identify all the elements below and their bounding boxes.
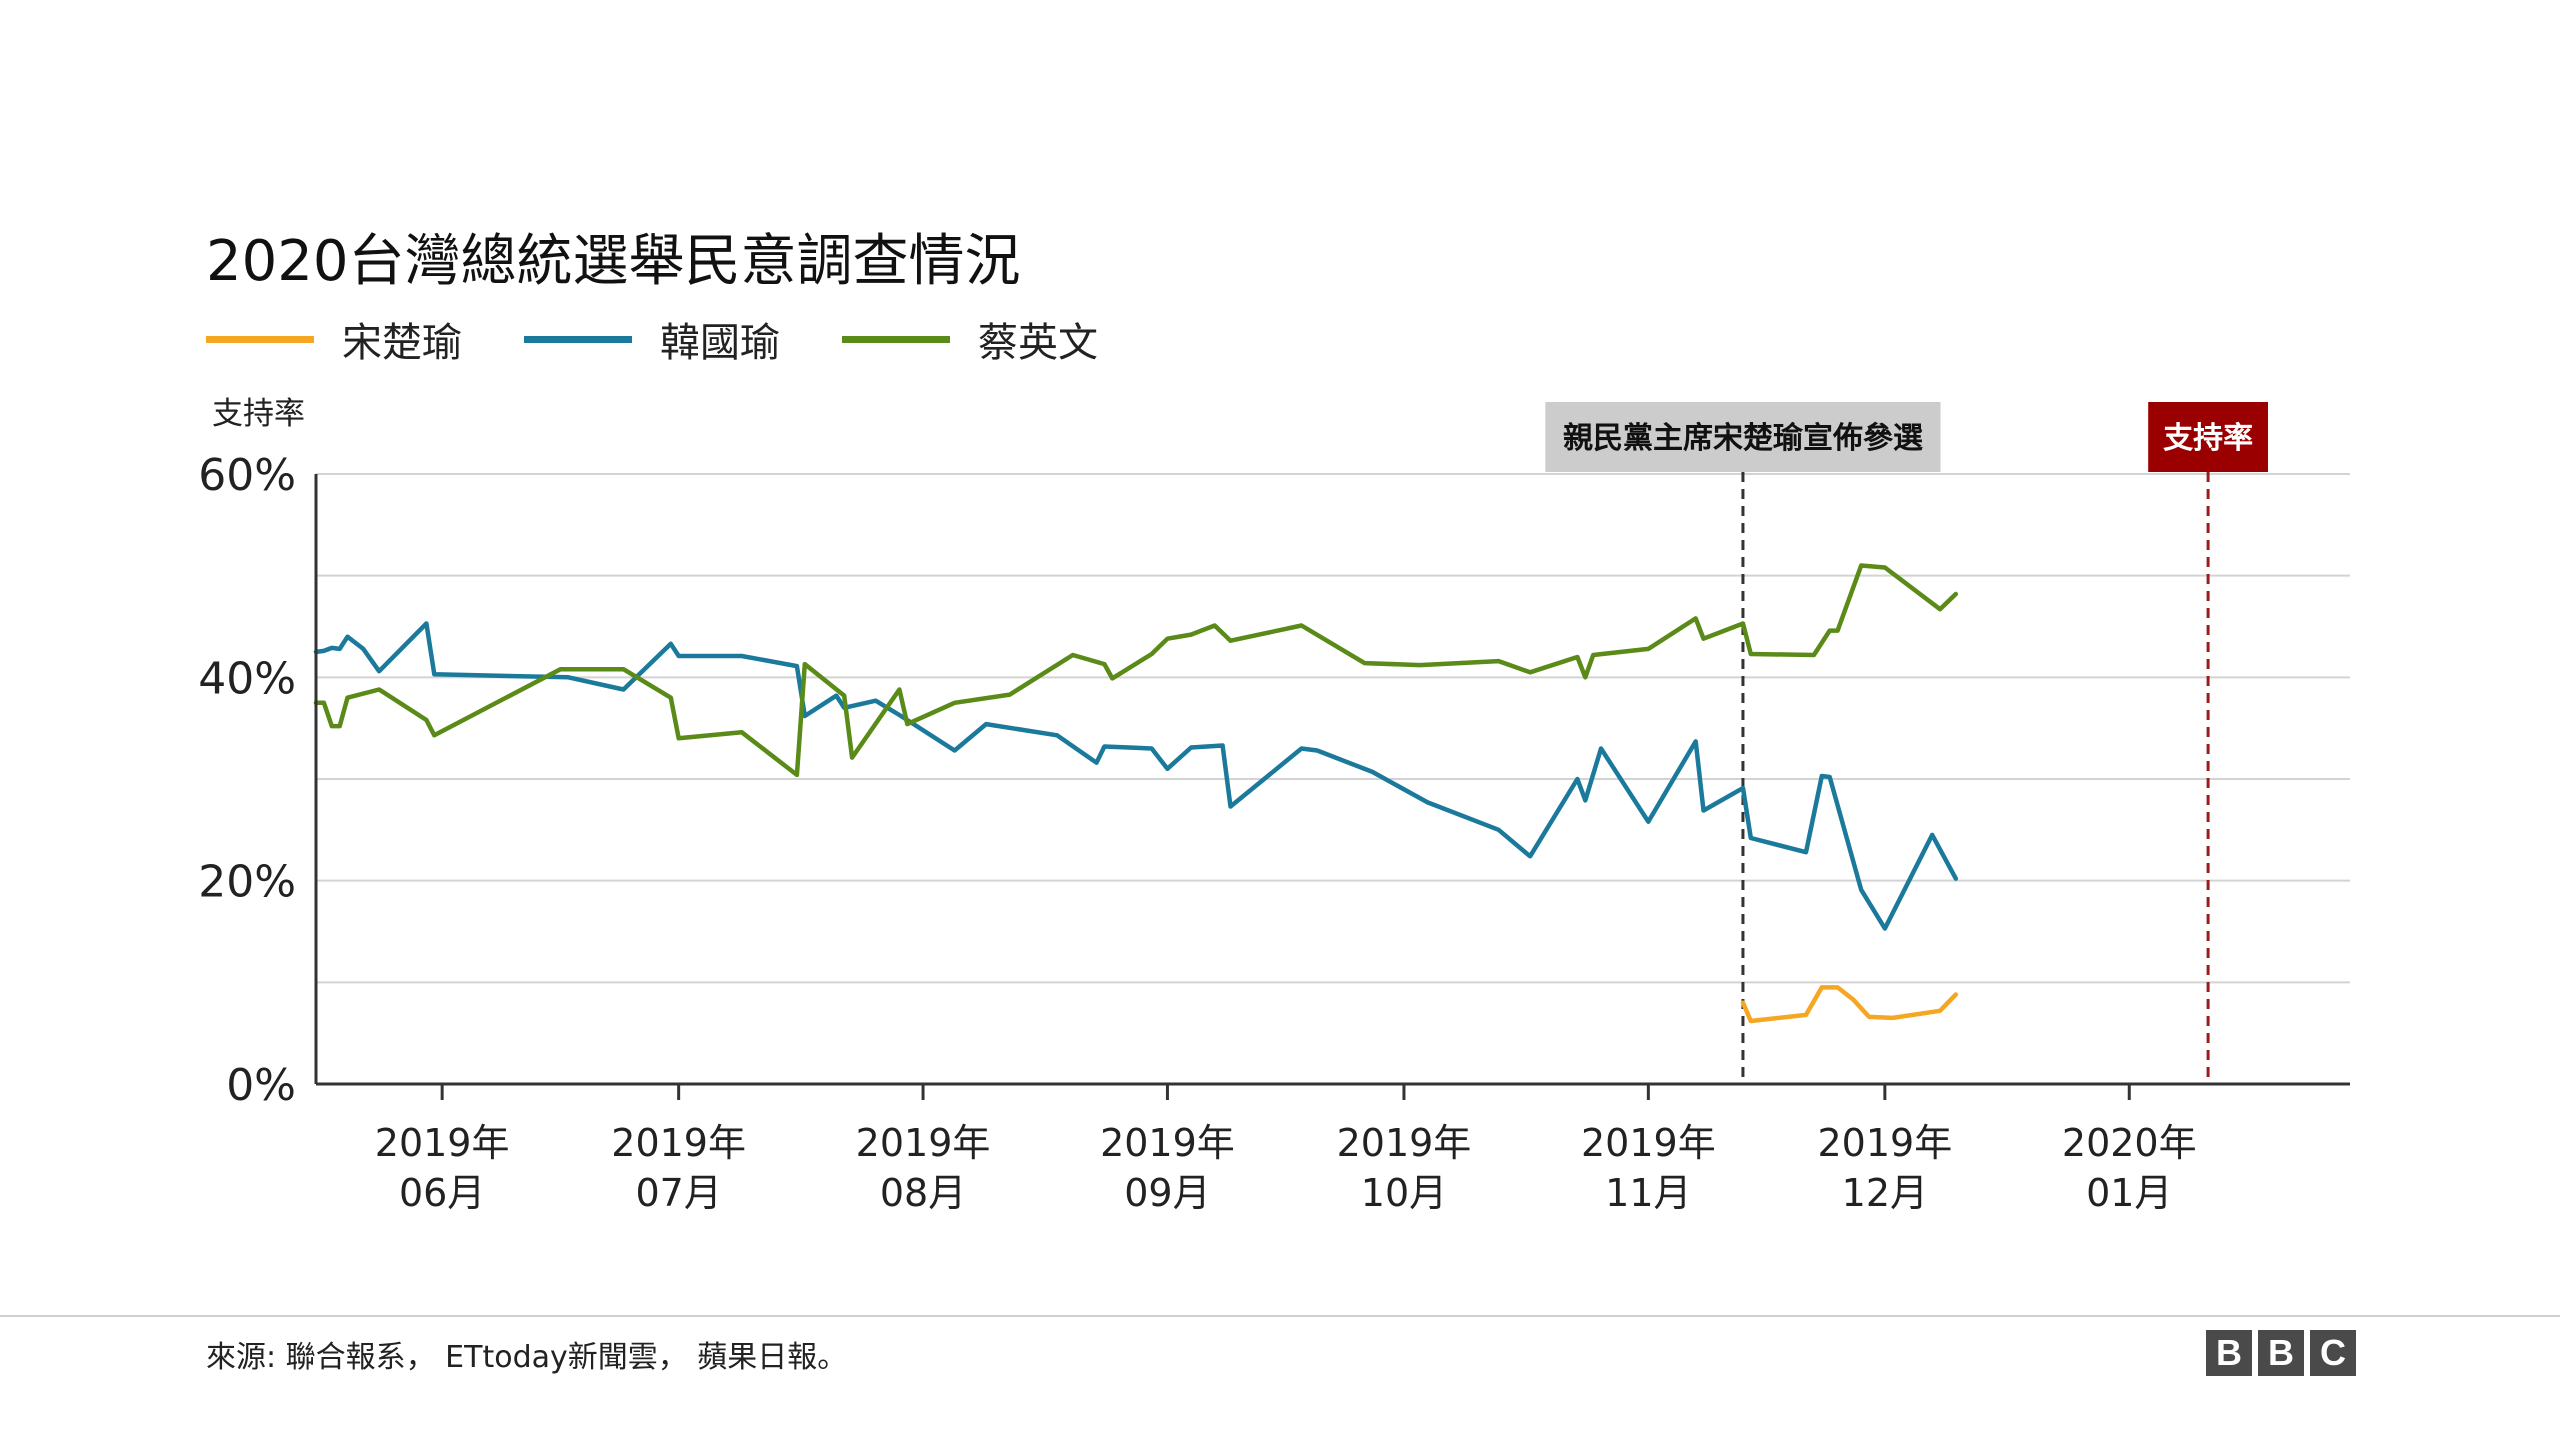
x-tick-label-month: 08月: [880, 1171, 966, 1215]
legend-item-han: 韓國瑜: [524, 310, 780, 368]
annotation-box: [2148, 402, 2268, 472]
legend-label-han: 韓國瑜: [660, 320, 780, 366]
x-tick-label-month: 10月: [1361, 1171, 1447, 1215]
x-tick-label-year: 2019年: [1581, 1121, 1716, 1165]
bbc-logo: B B C: [2200, 1330, 2356, 1376]
y-axis-label: 支持率: [212, 396, 305, 432]
x-tick-label-year: 2019年: [1100, 1121, 1235, 1165]
x-tick-label-year: 2019年: [611, 1121, 746, 1165]
x-tick-label-month: 01月: [2086, 1171, 2172, 1215]
annotation-label: 支持率: [2163, 421, 2253, 456]
legend-swatch-soong: [206, 335, 314, 343]
x-tick-label-year: 2020年: [2062, 1121, 2197, 1165]
x-tick-label-month: 07月: [635, 1171, 721, 1215]
legend-item-soong: 宋楚瑜: [206, 310, 462, 368]
legend-item-tsai: 蔡英文: [842, 310, 1098, 368]
x-tick-label-year: 2019年: [1818, 1121, 1953, 1165]
x-tick-label-year: 2019年: [856, 1121, 991, 1165]
series-line-1: [313, 621, 1959, 931]
chart-title: 2020台灣總統選舉民意調查情況: [206, 229, 1021, 294]
x-tick-label-month: 09月: [1124, 1171, 1210, 1215]
footer-divider: [0, 1315, 2560, 1317]
y-tick-label: 20%: [198, 857, 296, 908]
legend-swatch-tsai: [842, 335, 950, 343]
y-tick-label: 0%: [226, 1060, 296, 1111]
legend-label-soong: 宋楚瑜: [342, 320, 462, 366]
y-tick-label: 60%: [198, 450, 296, 501]
y-tick-label: 40%: [198, 653, 296, 704]
annotation-label: 親民黨主席宋楚瑜宣佈參選: [1563, 421, 1923, 456]
series-line-0: [1740, 985, 1959, 1024]
bbc-logo-letter: B: [2206, 1330, 2252, 1376]
series-line-2: [313, 563, 1959, 778]
x-tick-label-year: 2019年: [375, 1121, 510, 1165]
line-chart: 支持率 0% 20% 40% 60% 2019年 06月 2019年 07月 2019年 08月 20…: [198, 396, 2350, 1215]
x-tick-label-month: 12月: [1842, 1171, 1928, 1215]
legend: 宋楚瑜 韓國瑜 蔡英文: [206, 310, 1160, 368]
x-tick-label-month: 06月: [399, 1171, 485, 1215]
legend-label-tsai: 蔡英文: [978, 320, 1098, 366]
x-tick-label-month: 11月: [1605, 1171, 1691, 1215]
bbc-logo-letter: C: [2310, 1330, 2356, 1376]
bbc-logo-letter: B: [2258, 1330, 2304, 1376]
x-tick-label-year: 2019年: [1337, 1121, 1472, 1165]
source-note: 來源: 聯合報系， ETtoday新聞雲， 蘋果日報。: [206, 1340, 848, 1375]
legend-swatch-han: [524, 335, 632, 343]
annotation-box: [1545, 402, 1941, 472]
